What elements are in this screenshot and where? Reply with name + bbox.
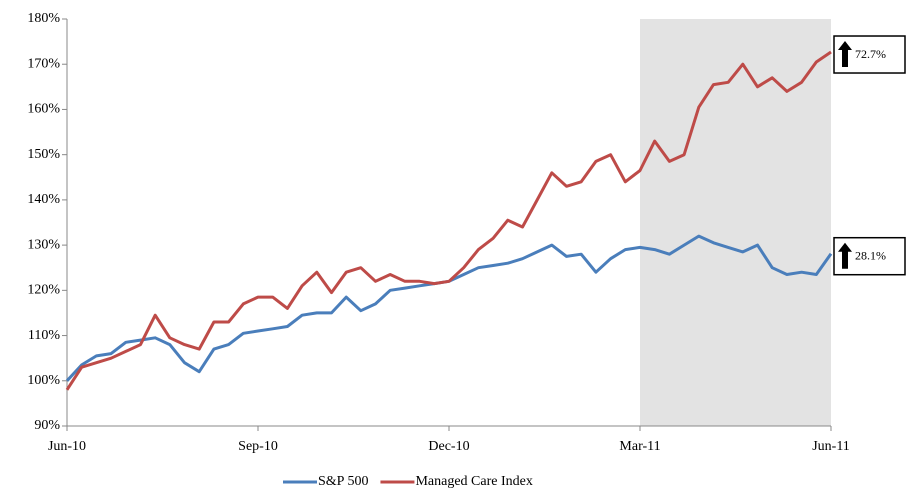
y-tick-label: 100% [27, 373, 60, 388]
y-tick-label: 90% [34, 418, 60, 433]
y-tick-label: 120% [27, 283, 60, 298]
up-arrow [838, 242, 852, 269]
legend-label: S&P 500 [318, 474, 368, 489]
y-tick-label: 150% [27, 147, 60, 162]
x-tick-label: Jun-10 [48, 439, 86, 454]
annotation: 72.7% [855, 47, 886, 61]
x-tick-label: Dec-10 [428, 439, 469, 454]
series-line [65, 50, 832, 391]
legend-label: Managed Care Index [415, 474, 532, 489]
y-tick-label: 110% [28, 328, 60, 343]
y-tick-label: 180% [27, 11, 60, 26]
shaded-period [640, 19, 831, 426]
y-tick-label: 160% [27, 102, 60, 117]
x-tick-label: Jun-11 [812, 439, 850, 454]
annotation: 28.1% [855, 248, 886, 262]
y-tick-label: 140% [27, 192, 60, 207]
y-tick-label: 130% [27, 237, 60, 252]
x-tick-label: Mar-11 [619, 439, 660, 454]
x-tick-label: Sep-10 [238, 439, 278, 454]
up-arrow [838, 41, 852, 68]
y-tick-label: 170% [27, 56, 60, 71]
